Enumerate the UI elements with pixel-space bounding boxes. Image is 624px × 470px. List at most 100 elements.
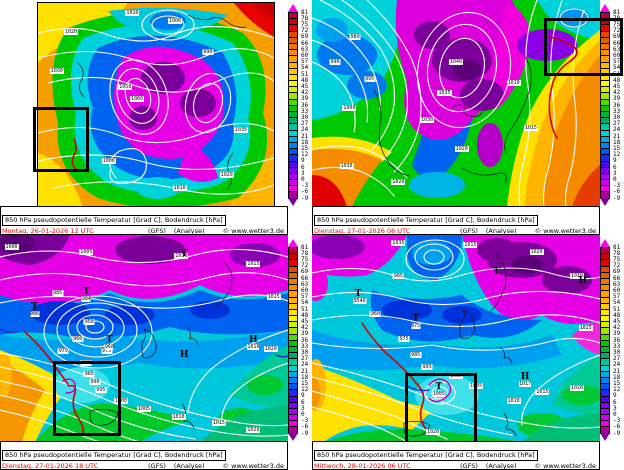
caption-bar: 850 hPa pseudopotentielle Temperatur [Gr… xyxy=(0,441,288,470)
isobar-label: 995 xyxy=(95,387,107,394)
isobar-label: 1005 xyxy=(79,248,94,255)
map-panel-europe-1: 1000 1005 1010 1015 985 950 960 970 975 980 985 990… xyxy=(0,235,312,470)
colorbar-tick-label: 54 xyxy=(613,299,621,307)
colorbar-tick-label: 21 xyxy=(301,367,309,375)
front-line-blue xyxy=(0,328,17,334)
colorbar-tick-label: 21 xyxy=(613,132,621,140)
colorbar-tick-label: 72 xyxy=(613,262,621,270)
isobar-label: 1020 xyxy=(569,385,584,392)
caption-bar: 850 hPa pseudopotentielle Temperatur [Gr… xyxy=(312,441,600,470)
colorbar-tick-label: 24 xyxy=(301,126,309,134)
colorbar-tick-label: 36 xyxy=(613,336,621,344)
colorbar-tick-label: 9 xyxy=(301,392,305,400)
colorbar-tick-label: 48 xyxy=(613,311,621,319)
colorbar-tick-label: 33 xyxy=(613,342,621,350)
colorbar-tick-label: 39 xyxy=(613,95,621,103)
colorbar-tick-label: 42 xyxy=(613,89,621,97)
map-panel-hemisphere: 1010 1000 1020 1030 990 1050 1060 1035 1000 1010 1… xyxy=(0,0,312,235)
highlight-box xyxy=(544,18,623,76)
isobar-label: 980 xyxy=(349,34,361,41)
colorbar-tick-label: 75 xyxy=(301,20,309,28)
isobar-label: 1010 xyxy=(171,414,186,421)
colorbar-tick-label: 63 xyxy=(613,45,621,53)
map-title: 850 hPa pseudopotentielle Temperatur [Gr… xyxy=(314,215,538,226)
theta-e-colorbar: 81 78 75 72 69 66 63 60 57 54 51 48 45 42 39 36 33 30 27 24… xyxy=(600,239,623,466)
colorbar-tick-label: 75 xyxy=(613,255,621,263)
analysis-label: (Analyse) xyxy=(173,462,205,470)
isobar-label: 1010 xyxy=(569,273,584,280)
valid-datetime: Dienstag, 27-01-2026 18 UTC xyxy=(2,462,99,470)
colorbar-tick-label: 33 xyxy=(301,342,309,350)
colorbar-tick-label: 0 xyxy=(613,410,617,418)
isobar-label: 1015 xyxy=(523,125,538,132)
copyright: © www.wetter3.de xyxy=(222,227,284,235)
isobar-label: 985 xyxy=(410,352,422,359)
colorbar-tick-label: 0 xyxy=(301,410,305,418)
colorbar-cells xyxy=(600,247,610,434)
pressure-center-H: H 1017 xyxy=(519,371,532,387)
map-area-europe: 1000 1005 1010 1015 985 950 960 970 975 980 985 990… xyxy=(0,235,288,442)
colorbar-tick-label: -3 xyxy=(613,417,621,425)
model-label: (GFS) xyxy=(460,227,478,235)
isobar-label: 950 xyxy=(83,318,95,325)
colorbar-tick-label: -9 xyxy=(613,429,621,437)
isobar-label: 1035 xyxy=(437,90,452,97)
colorbar-tick-label: 57 xyxy=(301,293,309,301)
colorbar-tick-label: 81 xyxy=(613,243,621,251)
pressure-center-T: T 954 xyxy=(353,289,363,305)
colorbar-tick-label: 39 xyxy=(613,330,621,338)
colorbar-arrow-up xyxy=(288,4,298,12)
colorbar-cells xyxy=(288,247,298,434)
colorbar-tick-label: 60 xyxy=(301,286,309,294)
colorbar-tick-label: 72 xyxy=(301,262,309,270)
colorbar-tick-label: 36 xyxy=(301,101,309,109)
colorbar-arrow-up xyxy=(600,4,610,12)
isobar-label: 1030 xyxy=(339,162,354,169)
colorbar-tick-label: 78 xyxy=(613,249,621,257)
colorbar-tick-label: 45 xyxy=(301,82,309,90)
colorbar-tick-label: 12 xyxy=(301,151,309,159)
colorbar-tick-label: 33 xyxy=(301,107,309,115)
colorbar-tick-label: 81 xyxy=(301,8,309,16)
pressure-center-T: T xyxy=(180,248,188,259)
map-title: 850 hPa pseudopotentielle Temperatur [Gr… xyxy=(314,450,538,461)
colorbar-tick-label: 63 xyxy=(301,280,309,288)
colorbar-tick-label: 24 xyxy=(301,361,309,369)
front-line-occluded xyxy=(428,378,452,403)
colorbar-tick-label: 0 xyxy=(301,175,305,183)
pressure-center-T: T 1005 xyxy=(432,382,445,398)
colorbar-tick-label: 60 xyxy=(613,51,621,59)
colorbar-tick-label: 15 xyxy=(613,144,621,152)
copyright: © www.wetter3.de xyxy=(534,227,596,235)
colorbar-tick-label: 45 xyxy=(613,82,621,90)
theta-e-colorbar: 81 78 75 72 69 66 63 60 57 54 51 48 45 42 39 36 33 30 27 24… xyxy=(288,4,311,231)
colorbar-tick-label: 6 xyxy=(301,398,305,406)
colorbar-tick-label: 33 xyxy=(613,107,621,115)
colorbar-tick-label: 30 xyxy=(301,113,309,121)
colorbar-tick-label: 54 xyxy=(301,64,309,72)
colorbar-tick-label: 75 xyxy=(613,20,621,28)
valid-datetime: Montag, 26-01-2026 12 UTC xyxy=(2,227,94,235)
isobar-label: 995 xyxy=(364,75,376,82)
colorbar-tick-label: -9 xyxy=(613,194,621,202)
analysis-label: (Analyse) xyxy=(173,227,205,235)
colorbar-tick-label: 57 xyxy=(301,58,309,66)
colorbar-tick-label: 66 xyxy=(301,274,309,282)
map-area-europe: 1035101510209859509609759859951000100510… xyxy=(312,235,600,442)
copyright: © www.wetter3.de xyxy=(222,462,284,470)
colorbar-tick-label: 27 xyxy=(613,355,621,363)
colorbar-tick-label: 18 xyxy=(613,373,621,381)
colorbar-tick-label: 30 xyxy=(613,348,621,356)
isobar-label: 1015 xyxy=(463,242,478,249)
colorbar-tick-label: 27 xyxy=(301,355,309,363)
colorbar-tick-label: 3 xyxy=(613,169,617,177)
colorbar-tick-label: 78 xyxy=(301,14,309,22)
colorbar-arrow-up xyxy=(288,239,298,247)
colorbar-tick-label: 78 xyxy=(301,249,309,257)
colorbar-tick-label: 69 xyxy=(613,268,621,276)
analysis-label: (Analyse) xyxy=(485,462,517,470)
colorbar-tick-label: 9 xyxy=(613,392,617,400)
colorbar-tick-label: 24 xyxy=(613,361,621,369)
colorbar-tick-label: 30 xyxy=(301,348,309,356)
